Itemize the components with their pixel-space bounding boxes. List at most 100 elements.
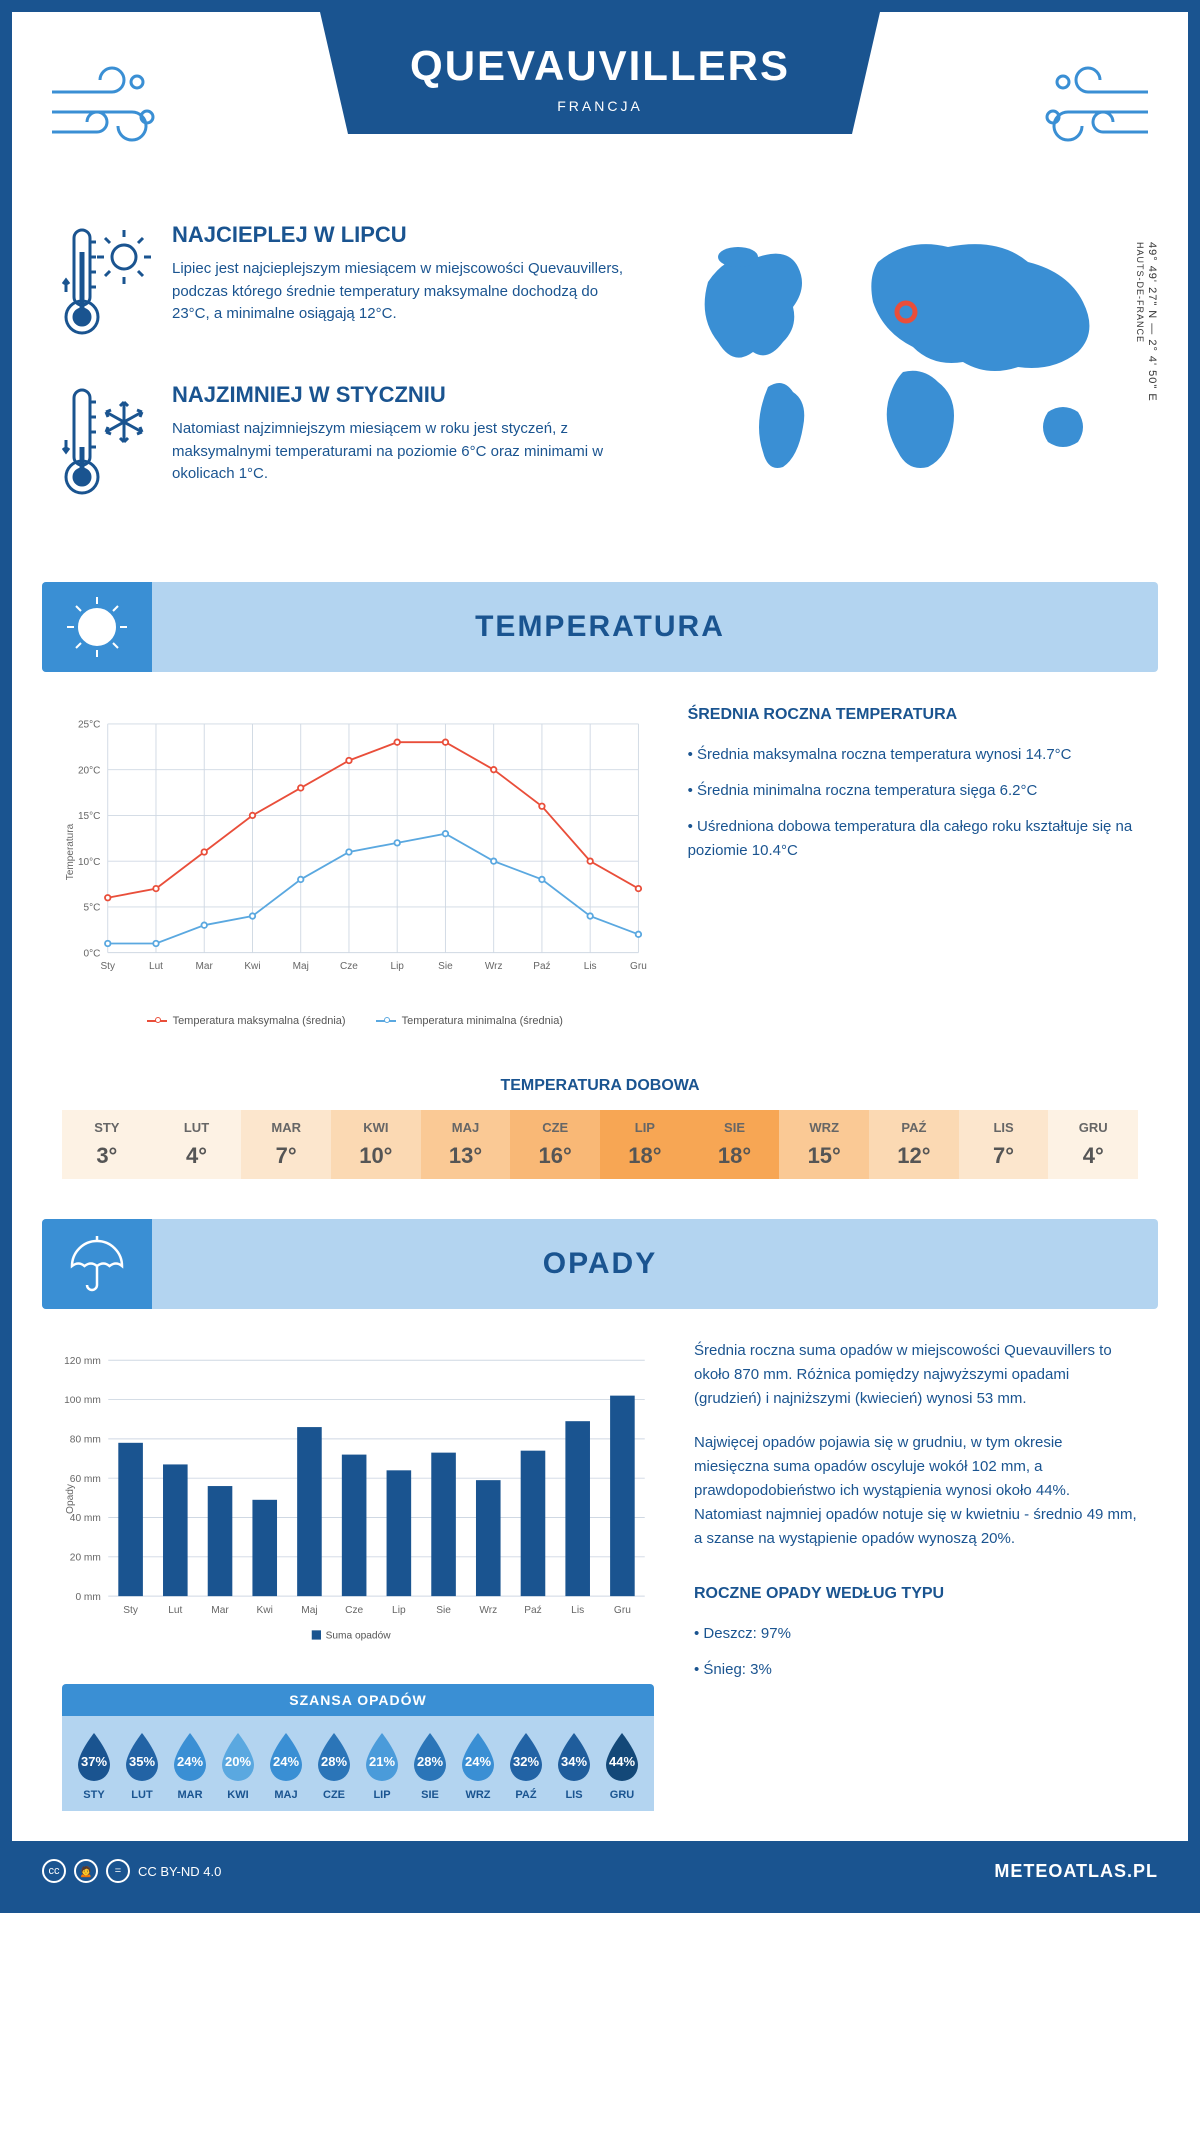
temp-cell: MAJ13° xyxy=(421,1110,511,1179)
temp-cell: MAR7° xyxy=(241,1110,331,1179)
fact-title: NAJCIEPLEJ W LIPCU xyxy=(172,222,638,248)
svg-text:Maj: Maj xyxy=(293,961,309,972)
svg-text:Gru: Gru xyxy=(630,961,647,972)
temp-cell: STY3° xyxy=(62,1110,152,1179)
title-banner: QUEVAUVILLERS FRANCJA xyxy=(320,12,880,134)
svg-text:Lis: Lis xyxy=(571,1605,584,1616)
summary-item: Średnia maksymalna roczna temperatura wy… xyxy=(688,743,1138,767)
svg-text:Mar: Mar xyxy=(211,1605,229,1616)
temp-cell: SIE18° xyxy=(690,1110,780,1179)
chart-legend: Temperatura maksymalna (średnia)Temperat… xyxy=(62,1015,648,1027)
svg-text:0°C: 0°C xyxy=(84,948,101,959)
location-country: FRANCJA xyxy=(320,98,880,114)
temp-cell: KWI10° xyxy=(331,1110,421,1179)
chance-drop: 24%WRZ xyxy=(456,1731,500,1801)
svg-text:15°C: 15°C xyxy=(78,811,100,822)
chance-drop: 32%PAŹ xyxy=(504,1731,548,1801)
svg-text:Lip: Lip xyxy=(390,961,404,972)
temperature-summary: ŚREDNIA ROCZNA TEMPERATURA Średnia maksy… xyxy=(688,702,1138,1027)
temperature-line-chart: 0°C5°C10°C15°C20°C25°CStyLutMarKwiMajCze… xyxy=(62,702,648,1027)
svg-text:5°C: 5°C xyxy=(84,903,101,914)
precipitation-header: OPADY xyxy=(42,1219,1158,1309)
precipitation-bar-chart: 0 mm20 mm40 mm60 mm80 mm100 mm120 mmStyL… xyxy=(62,1339,654,1664)
svg-text:Kwi: Kwi xyxy=(257,1605,273,1616)
license: cc 🙍 = CC BY-ND 4.0 xyxy=(42,1859,221,1883)
svg-text:Paź: Paź xyxy=(533,961,550,972)
brand: METEOATLAS.PL xyxy=(994,1861,1158,1882)
section-title: TEMPERATURA xyxy=(475,610,725,644)
wind-icon xyxy=(42,62,162,152)
svg-text:Wrz: Wrz xyxy=(479,1605,497,1616)
temp-cell: LIP18° xyxy=(600,1110,690,1179)
nd-icon: = xyxy=(106,1859,130,1883)
svg-text:Suma opadów: Suma opadów xyxy=(326,1631,392,1642)
footer: cc 🙍 = CC BY-ND 4.0 METEOATLAS.PL xyxy=(12,1841,1188,1901)
chance-drop: 37%STY xyxy=(72,1731,116,1801)
svg-text:Lut: Lut xyxy=(149,961,163,972)
chance-drop: 20%KWI xyxy=(216,1731,260,1801)
thermometer-sun-icon xyxy=(62,222,152,347)
svg-text:20 mm: 20 mm xyxy=(70,1553,101,1564)
svg-text:Lut: Lut xyxy=(168,1605,182,1616)
intro-section: NAJCIEPLEJ W LIPCU Lipiec jest najcieple… xyxy=(12,192,1188,582)
svg-text:Maj: Maj xyxy=(301,1605,317,1616)
chance-drop: 21%LIP xyxy=(360,1731,404,1801)
svg-text:Lip: Lip xyxy=(392,1605,406,1616)
temperature-header: TEMPERATURA xyxy=(42,582,1158,672)
svg-text:120 mm: 120 mm xyxy=(64,1356,101,1367)
svg-text:Temperatura: Temperatura xyxy=(65,823,76,880)
cc-icon: cc xyxy=(42,1859,66,1883)
sun-icon xyxy=(42,582,152,672)
temp-cell: PAŹ12° xyxy=(869,1110,959,1179)
section-title: OPADY xyxy=(543,1247,657,1281)
svg-text:0 mm: 0 mm xyxy=(75,1592,100,1603)
svg-text:Mar: Mar xyxy=(196,961,214,972)
types-title: ROCZNE OPADY WEDŁUG TYPU xyxy=(694,1581,1138,1607)
summary-item: Uśredniona dobowa temperatura dla całego… xyxy=(688,815,1138,863)
svg-text:Opady: Opady xyxy=(65,1483,76,1514)
daily-temperature-table: TEMPERATURA DOBOWA STY3°LUT4°MAR7°KWI10°… xyxy=(62,1077,1138,1179)
summary-item: Średnia minimalna roczna temperatura się… xyxy=(688,779,1138,803)
type-item: Śnieg: 3% xyxy=(694,1658,1138,1682)
svg-text:20°C: 20°C xyxy=(78,765,100,776)
svg-text:25°C: 25°C xyxy=(78,720,100,731)
svg-text:Gru: Gru xyxy=(614,1605,631,1616)
world-map: 49° 49' 27" N — 2° 4' 50" E HAUTS-DE-FRA… xyxy=(678,222,1138,542)
infographic-page: QUEVAUVILLERS FRANCJA xyxy=(0,0,1200,1913)
svg-text:Sie: Sie xyxy=(436,1605,451,1616)
table-title: TEMPERATURA DOBOWA xyxy=(62,1077,1138,1095)
svg-text:Lis: Lis xyxy=(584,961,597,972)
type-item: Deszcz: 97% xyxy=(694,1622,1138,1646)
header: QUEVAUVILLERS FRANCJA xyxy=(12,12,1188,192)
chance-drop: 34%LIS xyxy=(552,1731,596,1801)
summary-para: Najwięcej opadów pojawia się w grudniu, … xyxy=(694,1431,1138,1551)
svg-text:Sty: Sty xyxy=(100,961,115,972)
precipitation-chance-box: SZANSA OPADÓW 37%STY35%LUT24%MAR20%KWI24… xyxy=(62,1684,654,1811)
svg-text:Paź: Paź xyxy=(524,1605,542,1616)
chance-drop: 24%MAJ xyxy=(264,1731,308,1801)
fact-title: NAJZIMNIEJ W STYCZNIU xyxy=(172,382,638,408)
svg-text:80 mm: 80 mm xyxy=(70,1435,101,1446)
precipitation-summary: Średnia roczna suma opadów w miejscowośc… xyxy=(694,1339,1138,1811)
coordinates: 49° 49' 27" N — 2° 4' 50" E HAUTS-DE-FRA… xyxy=(1134,242,1158,402)
chance-title: SZANSA OPADÓW xyxy=(62,1684,654,1716)
svg-text:60 mm: 60 mm xyxy=(70,1474,101,1485)
svg-text:Cze: Cze xyxy=(345,1605,363,1616)
chance-drop: 28%CZE xyxy=(312,1731,356,1801)
location-title: QUEVAUVILLERS xyxy=(320,42,880,90)
summary-para: Średnia roczna suma opadów w miejscowośc… xyxy=(694,1339,1138,1411)
chance-drop: 28%SIE xyxy=(408,1731,452,1801)
temp-cell: LUT4° xyxy=(152,1110,242,1179)
chance-drop: 35%LUT xyxy=(120,1731,164,1801)
temp-cell: LIS7° xyxy=(959,1110,1049,1179)
hottest-fact: NAJCIEPLEJ W LIPCU Lipiec jest najcieple… xyxy=(62,222,638,347)
svg-text:100 mm: 100 mm xyxy=(64,1395,101,1406)
coldest-fact: NAJZIMNIEJ W STYCZNIU Natomiast najzimni… xyxy=(62,382,638,507)
temp-cell: WRZ15° xyxy=(779,1110,869,1179)
thermometer-snow-icon xyxy=(62,382,152,507)
fact-text: Lipiec jest najcieplejszym miesiącem w m… xyxy=(172,258,638,326)
temp-cell: GRU4° xyxy=(1048,1110,1138,1179)
svg-text:Cze: Cze xyxy=(340,961,358,972)
svg-text:Sty: Sty xyxy=(123,1605,139,1616)
svg-text:Wrz: Wrz xyxy=(485,961,503,972)
